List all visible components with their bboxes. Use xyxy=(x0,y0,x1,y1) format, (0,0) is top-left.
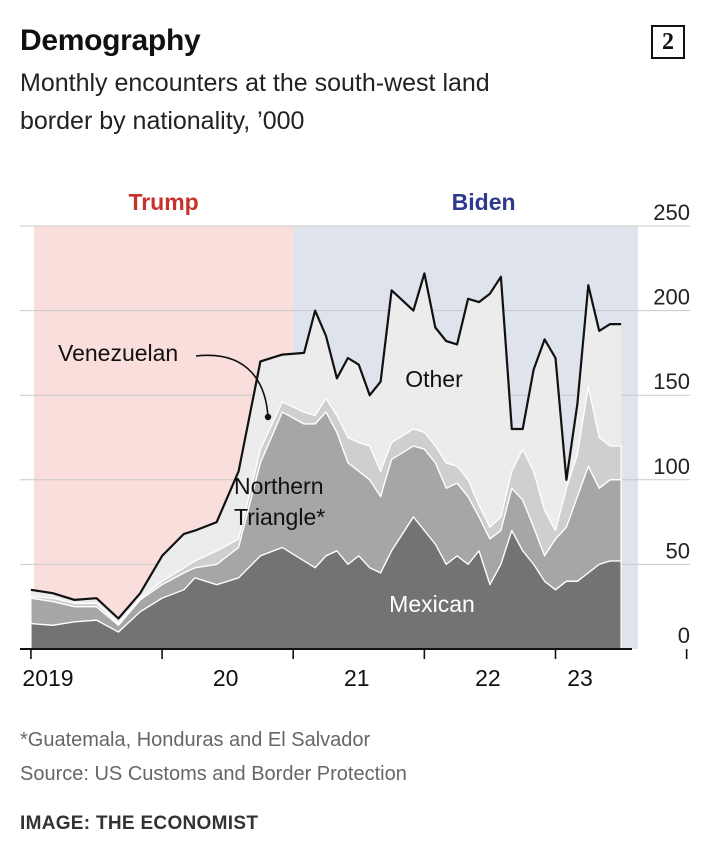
x-tick-label: 21 xyxy=(344,665,370,691)
mexican-label: Mexican xyxy=(389,591,475,617)
footnote: *Guatemala, Honduras and El Salvador xyxy=(20,729,371,751)
other-label: Other xyxy=(405,366,463,392)
annotations: Trump Biden Mexican Northern Triangle* Other V… xyxy=(58,189,516,617)
y-tick-label: 100 xyxy=(653,454,690,479)
northern-triangle-label-line2: Triangle* xyxy=(234,504,325,530)
y-tick-label: 200 xyxy=(653,285,690,310)
venezuelan-label: Venezuelan xyxy=(58,340,178,366)
x-tick-label: 23 xyxy=(567,665,593,691)
chart-title: Demography xyxy=(20,24,201,57)
biden-label: Biden xyxy=(452,189,516,215)
y-tick-label: 250 xyxy=(653,200,690,225)
venezuelan-leader-line xyxy=(195,354,269,418)
x-tick-label: 22 xyxy=(475,665,501,691)
northern-triangle-label-line1: Northern xyxy=(234,473,323,499)
source-note: Source: US Customs and Border Protection xyxy=(20,763,407,785)
figure-number-badge: 2 xyxy=(651,25,685,59)
x-tick-label: 20 xyxy=(213,665,239,691)
total-encounters-line xyxy=(30,272,622,620)
venezuelan-leader-dot xyxy=(264,413,272,421)
y-tick-label: 0 xyxy=(678,623,690,648)
y-tick-label: 150 xyxy=(653,369,690,394)
other-area xyxy=(30,273,622,624)
axes: 0 50 100 150 200 250 2019 20 21 22 23 xyxy=(20,200,690,691)
trump-label: Trump xyxy=(128,189,198,215)
chart-area: 0 50 100 150 200 250 2019 20 21 22 23 Trump Biden Me… xyxy=(20,189,690,691)
stacked-areas xyxy=(30,273,622,650)
image-credit: IMAGE: THE ECONOMIST xyxy=(20,813,259,834)
y-tick-label: 50 xyxy=(666,538,690,563)
chart-subtitle: Monthly encounters at the south-west lan… xyxy=(20,69,490,135)
x-tick-label: 2019 xyxy=(22,665,73,691)
